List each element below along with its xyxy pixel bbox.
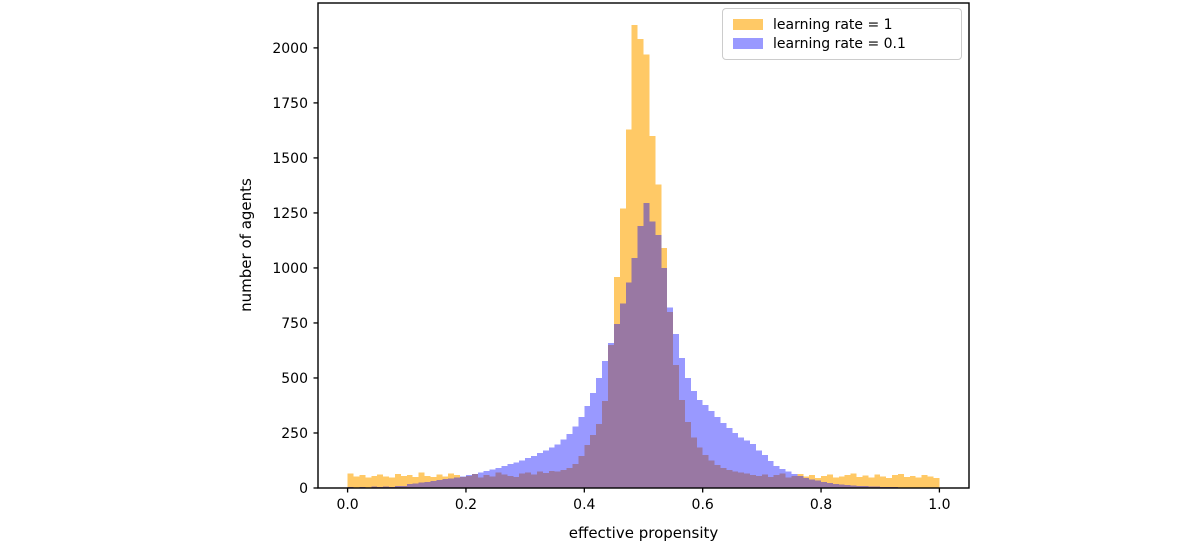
y-tick-label: 1250	[272, 206, 308, 222]
plot-spines	[317, 2, 970, 489]
x-tick-label: 0.2	[455, 497, 477, 513]
y-tick-label: 1750	[272, 96, 308, 112]
legend-swatch-blue-icon	[733, 38, 763, 49]
y-tick-label: 500	[281, 371, 308, 387]
y-tick-label: 750	[281, 316, 308, 332]
legend-label-lr1: learning rate = 1	[773, 16, 893, 33]
y-tick-label: 2000	[272, 41, 308, 57]
bars-learning-rate-0.1	[347, 203, 940, 489]
bars-learning-rate-1	[347, 24, 940, 489]
legend-item-lr1: learning rate = 1	[733, 18, 961, 32]
y-tick-label: 250	[281, 426, 308, 442]
legend-item-lr01: learning rate = 0.1	[733, 37, 961, 51]
legend-label-lr01: learning rate = 0.1	[773, 35, 906, 52]
y-axis-label: number of agents	[237, 178, 255, 312]
tick-labels: 0.0 0.2 0.4 0.6 0.8 1.0 0 250 500 750 1000 1250 1500…	[272, 41, 950, 513]
x-tick-label: 0.8	[810, 497, 832, 513]
y-tick-label: 0	[299, 481, 308, 497]
x-tick-label: 0.4	[573, 497, 595, 513]
legend: learning rate = 1 learning rate = 0.1	[722, 8, 962, 60]
legend-swatch-orange-icon	[733, 19, 763, 30]
y-tick-label: 1500	[272, 151, 308, 167]
y-tick-label: 1000	[272, 261, 308, 277]
x-axis-label: effective propensity	[568, 524, 719, 542]
x-tick-label: 0.0	[336, 497, 358, 513]
x-tick-label: 0.6	[692, 497, 714, 513]
axis-ticks	[313, 47, 941, 493]
x-tick-label: 1.0	[928, 497, 950, 513]
